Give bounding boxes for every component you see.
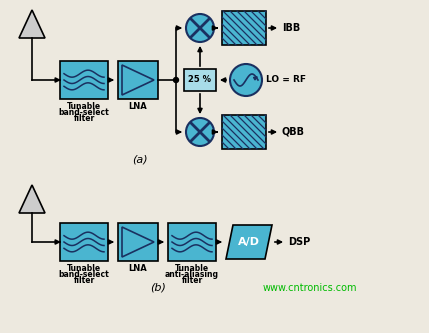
Text: QBB: QBB [282,127,305,137]
Circle shape [186,118,214,146]
Bar [118,223,158,261]
Text: LO = RF: LO = RF [266,76,306,85]
Bar [222,115,266,149]
Text: LNA: LNA [129,102,148,111]
Polygon shape [122,227,154,257]
Polygon shape [122,65,154,95]
Text: 25 %: 25 % [188,76,211,85]
Bar [60,223,108,261]
Bar [60,61,108,99]
Circle shape [230,64,262,96]
Polygon shape [19,10,45,38]
Bar [118,61,158,99]
Text: filter: filter [181,276,202,285]
Text: www.cntronics.com: www.cntronics.com [263,283,357,293]
Text: anti-aliasing: anti-aliasing [165,270,219,279]
Text: filter: filter [73,114,95,123]
Text: Tunable: Tunable [67,264,101,273]
Text: band-select: band-select [59,108,109,117]
Text: A/D: A/D [238,237,260,247]
Text: band-select: band-select [59,270,109,279]
Text: DSP: DSP [288,237,310,247]
Bar [168,223,216,261]
Text: (b): (b) [150,283,166,293]
Bar [222,11,266,45]
Text: LNA: LNA [129,264,148,273]
Bar [184,69,216,91]
Text: Tunable: Tunable [175,264,209,273]
Text: IBB: IBB [282,23,300,33]
Circle shape [173,78,178,83]
Polygon shape [226,225,272,259]
Text: filter: filter [73,276,95,285]
Circle shape [186,14,214,42]
Text: (a): (a) [132,155,148,165]
Text: Tunable: Tunable [67,102,101,111]
Polygon shape [19,185,45,213]
